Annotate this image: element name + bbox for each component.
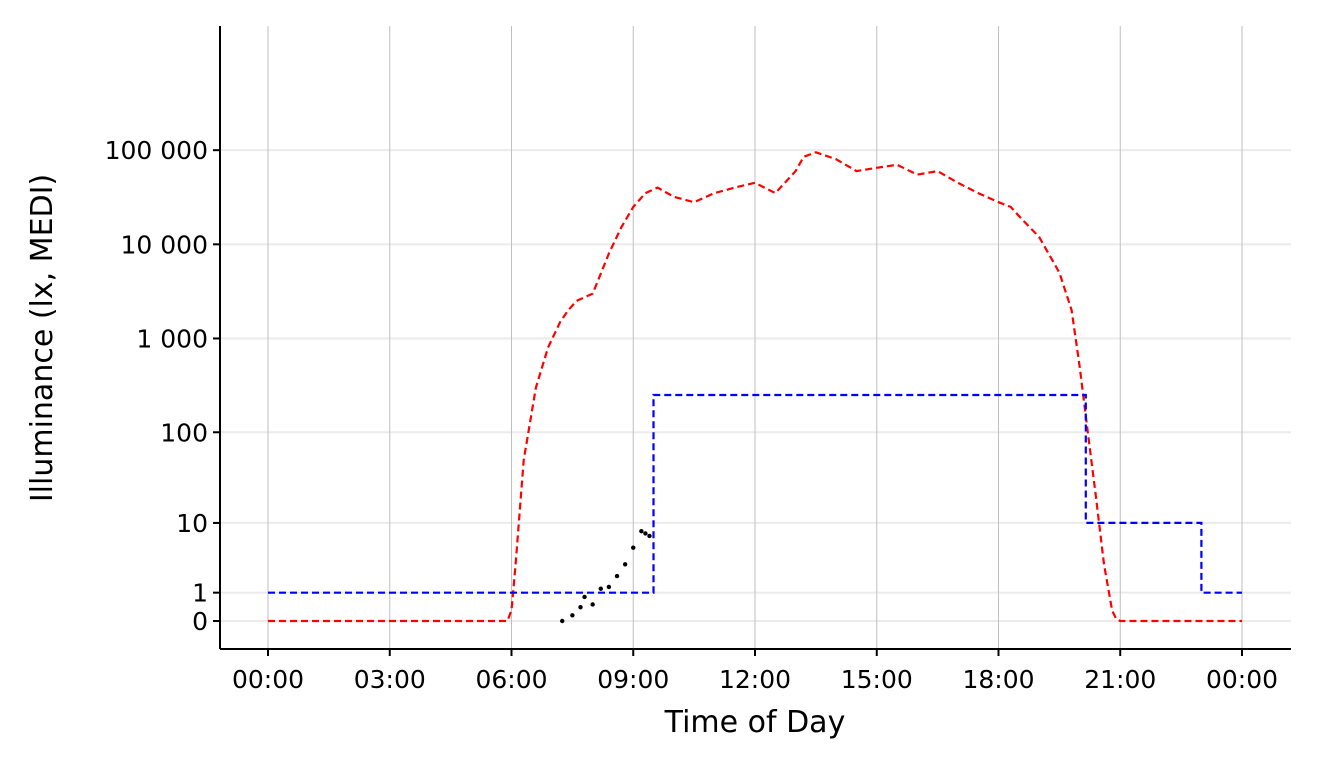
x-tick-label: 18:00 [962,665,1034,694]
data-point [643,531,648,536]
recommendation-step-line [268,393,1242,594]
measurement-points [560,528,652,624]
y-axis-title: Illuminance (lx, MEDI) [25,174,60,502]
data-point [578,605,583,610]
x-tick-label: 09:00 [597,665,669,694]
data-point [614,573,620,579]
x-tick-label: 06:00 [475,665,547,694]
data-point [590,602,595,607]
y-tick-label: 100 [160,418,208,447]
daylight-line [268,151,1242,623]
x-tick-label: 00:00 [232,665,304,694]
data-point [631,545,636,550]
data-point [639,528,644,534]
y-tick-label: 1 000 [136,324,208,353]
data-point [582,594,587,600]
x-tick-label: 12:00 [719,665,791,694]
data-point [598,586,603,591]
data-point [606,584,612,590]
data-point [622,562,628,567]
y-tick-label: 10 [176,509,208,538]
data-point [560,618,565,624]
x-tick-label: 21:00 [1084,665,1156,694]
y-axis-ticks: 01 10 100 1 000 10 000 100 000 [105,136,220,636]
y-tick-label: 0 [192,607,208,636]
x-tick-label: 00:00 [1206,665,1278,694]
data-point [647,533,652,539]
data-point [570,613,575,618]
x-axis-title: Time of Day [664,705,846,740]
y-tick-label: 100 000 [105,136,208,165]
grid-lines [220,26,1291,649]
reference-lines [268,151,1242,623]
x-tick-label: 03:00 [354,665,426,694]
y-tick-label: 10 000 [121,230,208,259]
x-tick-label: 15:00 [841,665,913,694]
y-tick-label: 1 [192,579,208,608]
x-axis-ticks: 00:00 03:00 06:00 09:00 12:00 15:00 18:00 21:00… [232,649,1278,694]
